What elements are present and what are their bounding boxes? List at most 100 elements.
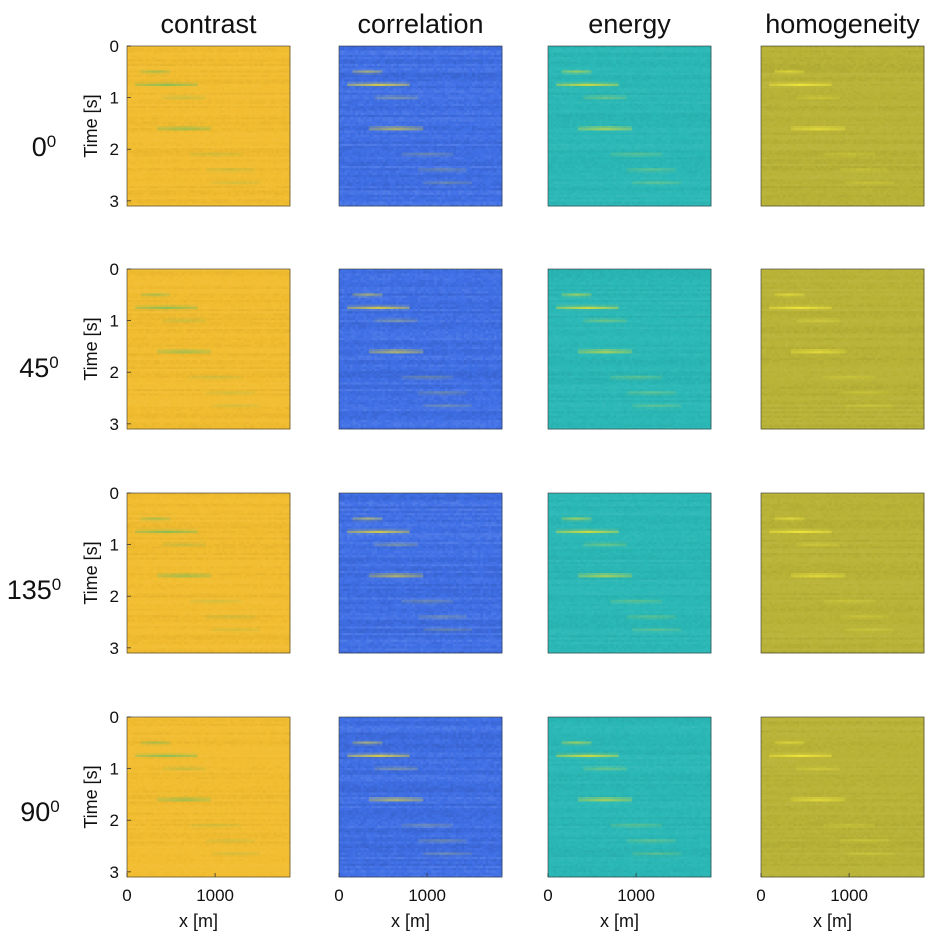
heatmap-cell xyxy=(151,119,154,122)
heatmap-cell xyxy=(146,159,149,162)
heatmap-cell xyxy=(244,119,247,122)
heatmap-cell xyxy=(192,110,195,113)
heatmap-cell xyxy=(247,179,250,182)
heatmap-cell xyxy=(228,79,231,82)
row-label-0-sup: 0 xyxy=(47,132,56,151)
heatmap-cell xyxy=(238,130,241,133)
heatmap-cell xyxy=(244,79,247,82)
heatmap-cell xyxy=(203,50,206,53)
heatmap-cell xyxy=(154,110,157,113)
heatmap-cell xyxy=(146,170,149,173)
heatmap-cell xyxy=(266,119,269,122)
heatmap-cell xyxy=(274,119,277,122)
heatmap-cell xyxy=(222,139,225,142)
heatmap-cell xyxy=(143,99,146,102)
heatmap-cell xyxy=(130,70,133,73)
heatmap-cell xyxy=(222,70,225,73)
heatmap-cell xyxy=(143,90,146,93)
heatmap-cell xyxy=(225,179,228,182)
heatmap-cell xyxy=(266,79,269,82)
heatmap-cell xyxy=(176,59,179,62)
heatmap-cell xyxy=(173,139,176,142)
heatmap-cell xyxy=(195,110,198,113)
heatmap-cell xyxy=(206,179,209,182)
heatmap-cell xyxy=(276,159,279,162)
heatmap-cell xyxy=(157,179,160,182)
column-title-contrast: contrast xyxy=(160,9,257,39)
heatmap-cell xyxy=(279,150,282,153)
heatmap-cell xyxy=(263,170,266,173)
heatmap-cell xyxy=(138,150,141,153)
heatmap-cell xyxy=(274,79,277,82)
heatmap-cell xyxy=(285,170,288,173)
heatmap-cell xyxy=(263,99,266,102)
heatmap-cell xyxy=(252,70,255,73)
heatmap-cell xyxy=(160,70,163,73)
heatmap-cell xyxy=(176,119,179,122)
heatmap-cell xyxy=(181,59,184,62)
heatmap-cell xyxy=(170,50,173,53)
heatmap-cell xyxy=(192,70,195,73)
heatmap-cell xyxy=(143,59,146,62)
heatmap-cell xyxy=(132,50,135,53)
heatmap-cell xyxy=(241,139,244,142)
heatmap-cell xyxy=(274,130,277,133)
heatmap-cell xyxy=(181,170,184,173)
heatmap-cell xyxy=(225,150,228,153)
heatmap-cell xyxy=(271,110,274,113)
heatmap-cell xyxy=(206,59,209,62)
heatmap-cell xyxy=(271,50,274,53)
heatmap-cell xyxy=(184,179,187,182)
heatmap-cell xyxy=(206,50,209,53)
heatmap-cell xyxy=(249,159,252,162)
heatmap-cell xyxy=(132,130,135,133)
heatmap-cell xyxy=(282,170,285,173)
heatmap-cell xyxy=(206,70,209,73)
heatmap-cell xyxy=(149,99,152,102)
heatmap-cell xyxy=(282,79,285,82)
heatmap-cell xyxy=(187,130,190,133)
row-label-3-main: 90 xyxy=(20,797,50,827)
heatmap-cell xyxy=(176,50,179,53)
heatmap-cell xyxy=(255,90,258,93)
heatmap-cell xyxy=(168,139,171,142)
heatmap-cell xyxy=(168,59,171,62)
heatmap-cell xyxy=(244,139,247,142)
heatmap-cell xyxy=(241,179,244,182)
heatmap-cell xyxy=(176,159,179,162)
heatmap-cell xyxy=(170,119,173,122)
heatmap-cell xyxy=(151,139,154,142)
heatmap-cell xyxy=(149,139,152,142)
heatmap-cell xyxy=(192,170,195,173)
heatmap-cell xyxy=(285,150,288,153)
heatmap-cell xyxy=(279,79,282,82)
column-title-energy: energy xyxy=(588,9,671,39)
heatmap-cell xyxy=(170,170,173,173)
heatmap-cell xyxy=(195,150,198,153)
heatmap-cell xyxy=(271,150,274,153)
heatmap-cell xyxy=(228,99,231,102)
heatmap-cell xyxy=(247,70,250,73)
heatmap-cell xyxy=(143,170,146,173)
heatmap-cell xyxy=(236,119,239,122)
heatmap-cell xyxy=(225,50,228,53)
heatmap-cell xyxy=(217,70,220,73)
heatmap-cell xyxy=(257,99,260,102)
heatmap-cell xyxy=(130,50,133,53)
heatmap-cell xyxy=(198,119,201,122)
heatmap-cell xyxy=(255,110,258,113)
heatmap-cell xyxy=(219,130,222,133)
heatmap-cell xyxy=(192,59,195,62)
heatmap-cell xyxy=(266,70,269,73)
heatmap-cell xyxy=(236,99,239,102)
heatmap-cell xyxy=(189,59,192,62)
heatmap-cell xyxy=(233,150,236,153)
heatmap-cell xyxy=(127,170,130,173)
heatmap-cell xyxy=(276,79,279,82)
heatmap-cell xyxy=(241,150,244,153)
heatmap-cell xyxy=(238,179,241,182)
heatmap-cell xyxy=(214,79,217,82)
heatmap-cell xyxy=(184,159,187,162)
heatmap-cell xyxy=(252,59,255,62)
heatmap-cell xyxy=(268,59,271,62)
